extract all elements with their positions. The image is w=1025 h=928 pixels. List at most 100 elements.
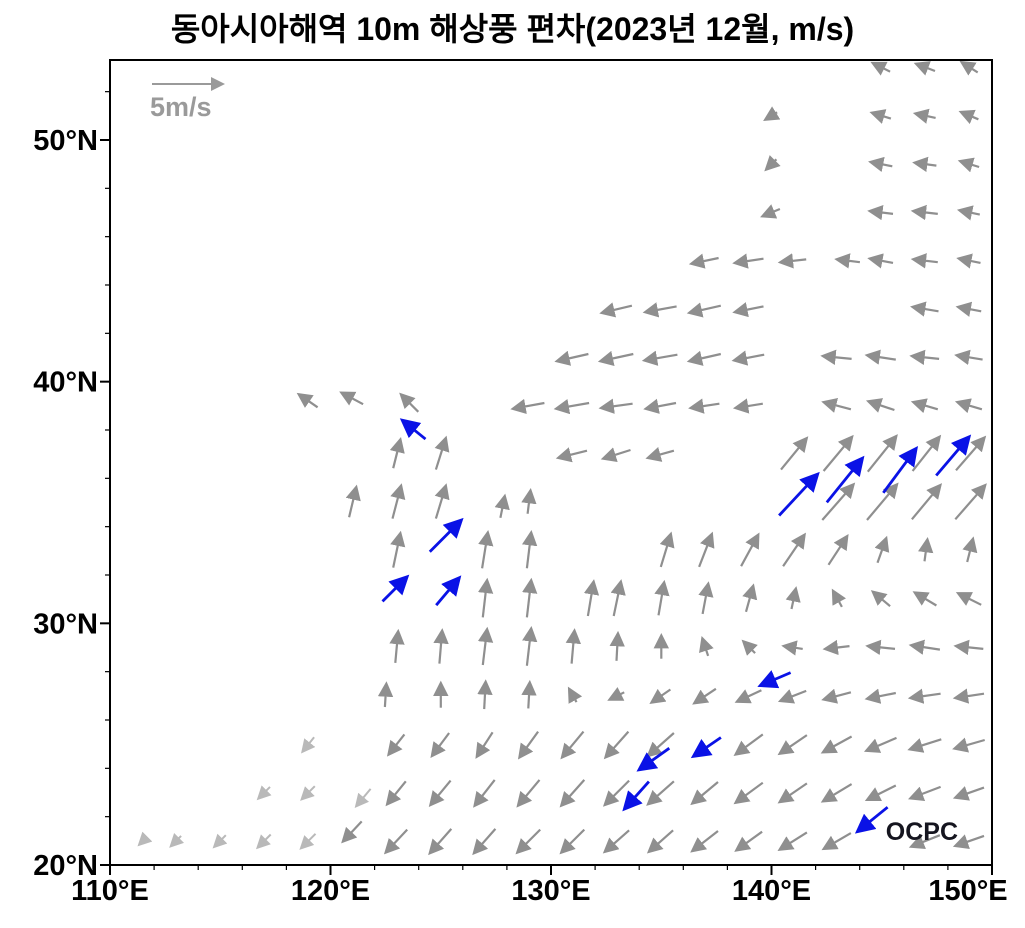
wind-arrow-light: [212, 833, 228, 849]
wind-arrow: [521, 679, 537, 709]
island-hachijo: [766, 546, 769, 549]
y-tick-label: 50°N: [33, 125, 98, 157]
wind-arrow: [516, 779, 541, 808]
wind-arrow: [477, 577, 494, 618]
wind-arrow: [732, 253, 764, 269]
wind-arrow: [390, 530, 406, 568]
wind-arrow: [962, 536, 978, 563]
wind-arrow: [734, 830, 763, 852]
wind-arrow: [567, 686, 583, 704]
wind-arrow: [912, 156, 937, 173]
wind-arrow: [910, 204, 938, 221]
wind-arrow: [602, 829, 630, 854]
wind-arrow: [957, 157, 980, 173]
wind-arrow: [777, 831, 808, 851]
island-sado: [730, 425, 737, 432]
wind-arrow: [609, 630, 625, 661]
wind-arrow: [646, 829, 674, 854]
wind-arrow: [952, 834, 985, 849]
coastline-hainan: [106, 860, 126, 867]
wind-arrow-blue: [622, 780, 650, 812]
x-tick-label: 130°E: [511, 875, 590, 907]
wind-arrow: [430, 732, 450, 759]
wind-arrow: [477, 679, 493, 710]
wind-arrow: [777, 734, 808, 756]
wind-arrow: [827, 534, 849, 566]
coastline-taiwan: [333, 737, 373, 817]
wind-arrow: [475, 731, 494, 759]
wind-arrow-blue: [882, 446, 919, 494]
wind-arrow: [559, 828, 586, 855]
wind-arrow: [820, 349, 852, 365]
wind-arrow: [649, 688, 672, 704]
wind-arrow: [912, 108, 936, 124]
wind-arrow: [521, 488, 537, 514]
wind-arrow: [910, 398, 939, 414]
wind-arrow: [603, 730, 630, 760]
wind-arrow: [732, 398, 763, 414]
wind-arrow: [764, 155, 781, 172]
island-chichijima: [818, 692, 821, 695]
wind-arrow: [954, 398, 983, 414]
wind-arrow: [870, 61, 891, 76]
wind-arrow: [686, 350, 722, 366]
island-ishigaki: [421, 756, 425, 761]
wind-arrow: [385, 780, 407, 807]
watermark-ocpc: OCPC: [886, 818, 958, 846]
wind-arrow: [699, 635, 714, 657]
wind-arrow: [952, 737, 986, 753]
wind-arrow: [874, 535, 890, 564]
wind-arrow: [785, 586, 801, 610]
wind-arrow: [782, 532, 806, 567]
wind-arrow: [553, 398, 590, 415]
wind-arrow: [383, 828, 409, 855]
wind-arrow: [734, 689, 762, 704]
wind-arrow: [821, 832, 852, 851]
wind-arrow-blue: [428, 517, 464, 553]
wind-arrow: [692, 687, 717, 705]
y-tick-label: 30°N: [33, 608, 98, 640]
x-tick-label: 140°E: [732, 875, 811, 907]
wind-arrow: [555, 447, 588, 463]
wind-arrow: [690, 830, 719, 853]
wind-arrow: [386, 733, 406, 757]
wind-arrow: [918, 537, 934, 562]
island-jeju: [467, 538, 482, 545]
wind-arrow: [821, 482, 856, 521]
wind-arrow: [866, 434, 898, 473]
wind-arrow: [517, 730, 539, 760]
wind-arrow: [433, 628, 449, 664]
wind-arrow: [607, 687, 625, 701]
wind-arrow-blue: [935, 434, 972, 477]
wind-arrow: [522, 530, 538, 569]
wind-arrow: [760, 204, 781, 219]
wind-arrow: [522, 577, 538, 618]
plot-border: [109, 59, 993, 866]
wind-arrow: [597, 350, 634, 366]
coastline-shikoku: [608, 519, 654, 553]
x-tick-label: 150°E: [928, 875, 1007, 907]
wind-arrow: [907, 738, 942, 753]
wind-arrow: [912, 591, 937, 607]
wind-arrow: [478, 530, 494, 569]
wind-arrow-light: [299, 833, 317, 850]
wind-arrow: [510, 398, 545, 415]
wind-arrow: [565, 628, 582, 664]
wind-arrow-blue: [435, 575, 462, 607]
wind-arrow: [834, 253, 861, 269]
wind-arrow: [494, 493, 510, 519]
wind-arrow: [865, 398, 895, 413]
wind-arrow: [377, 681, 394, 708]
wind-arrow: [911, 434, 942, 472]
x-tick-label: 120°E: [291, 875, 370, 907]
wind-arrow: [477, 626, 494, 666]
island-oki: [620, 471, 624, 475]
wind-arrow: [296, 392, 319, 409]
wind-arrow: [345, 484, 361, 518]
wind-arrow: [560, 730, 585, 760]
wind-arrow-blue: [854, 806, 889, 834]
wind-arrow: [907, 688, 941, 704]
wind-arrow: [867, 204, 894, 221]
